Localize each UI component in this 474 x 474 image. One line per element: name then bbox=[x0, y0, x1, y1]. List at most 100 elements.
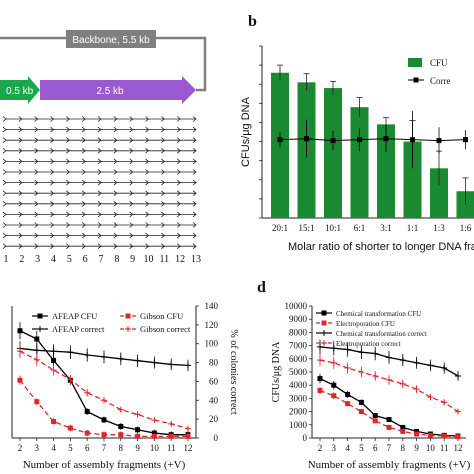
fragment-junction-arrow bbox=[176, 116, 181, 122]
fragment-junction-arrow bbox=[113, 211, 118, 218]
x-tick-label: 4 bbox=[345, 443, 350, 453]
series-point bbox=[101, 417, 107, 423]
fragment-junction-arrow bbox=[129, 147, 134, 154]
fragment-junction-arrow bbox=[161, 137, 165, 144]
b-line-point bbox=[463, 137, 468, 143]
fragment-junction-arrow bbox=[176, 222, 181, 228]
series-point bbox=[84, 430, 90, 436]
series-point bbox=[117, 406, 124, 413]
fragment-junction-arrow bbox=[176, 200, 181, 207]
fragment-rows bbox=[2, 116, 197, 250]
c-y2-tick-label: 40 bbox=[209, 395, 219, 405]
fragment-junction-arrow bbox=[66, 179, 70, 186]
series-point bbox=[168, 433, 174, 439]
series-point bbox=[427, 394, 434, 401]
fragment-junction-arrow bbox=[145, 126, 150, 133]
fragment-junction-arrow bbox=[129, 158, 134, 165]
b-bar bbox=[350, 107, 369, 218]
fragment-junction-arrow bbox=[81, 169, 86, 175]
fragment-junction-arrow bbox=[161, 190, 165, 197]
fragment-junction-arrow bbox=[66, 211, 70, 218]
fragment-junction-arrow bbox=[81, 243, 86, 250]
d-y-tick-label: 5000 bbox=[289, 367, 308, 377]
b-x-axis-label: Molar ratio of shorter to longer DNA fra… bbox=[288, 241, 474, 253]
b-line-point bbox=[304, 136, 309, 142]
series-point bbox=[117, 355, 124, 362]
fragment-junction-arrow bbox=[97, 137, 102, 144]
fragment-junction-arrow bbox=[113, 222, 118, 228]
legend-label: Chemical transformation CFU bbox=[336, 310, 421, 318]
fragment-junction-arrow bbox=[34, 169, 39, 175]
fragment-junction-arrow bbox=[66, 190, 70, 197]
fragment-junction-arrow bbox=[81, 179, 86, 186]
fragment-junction-arrow bbox=[97, 179, 102, 186]
fragment-junction-arrow bbox=[145, 116, 150, 122]
fragment-junction-arrow bbox=[192, 232, 197, 239]
legend-label: AFEAP CFU bbox=[52, 311, 97, 321]
fragment-junction-arrow bbox=[2, 126, 7, 133]
c-y2-tick-label: 60 bbox=[209, 376, 219, 386]
b-x-tick-label: 3:1 bbox=[380, 223, 392, 233]
series-point bbox=[168, 420, 175, 427]
fragment-junction-arrow bbox=[129, 190, 134, 197]
b-legend-marker-correct bbox=[413, 77, 419, 83]
fragment-junction-arrow bbox=[50, 137, 55, 144]
fragment-junction-arrow bbox=[129, 222, 134, 228]
x-tick-label: 10 bbox=[150, 443, 160, 453]
series-point bbox=[358, 399, 364, 405]
x-tick-label: 9 bbox=[135, 443, 140, 453]
series-point bbox=[101, 397, 107, 404]
fragment-junction-arrow bbox=[97, 147, 102, 154]
fragment-junction-arrow bbox=[50, 222, 55, 228]
fragment-junction-arrow bbox=[66, 232, 70, 239]
series-point bbox=[17, 348, 23, 355]
b-x-tick-label: 10:1 bbox=[325, 223, 341, 233]
fragment-junction-arrow bbox=[145, 243, 150, 250]
c-y2-tick-label: 0 bbox=[214, 433, 219, 443]
fragment-junction-arrow bbox=[97, 222, 102, 228]
series-point bbox=[372, 372, 379, 379]
series-point bbox=[317, 387, 323, 393]
x-tick-label: 4 bbox=[51, 443, 56, 453]
fragment-junction-arrow bbox=[50, 147, 55, 154]
b-x-tick-label: 15:1 bbox=[298, 223, 314, 233]
fragment-number: 7 bbox=[99, 254, 104, 265]
fragment-junction-arrow bbox=[129, 179, 134, 186]
fragment-junction-arrow bbox=[145, 169, 150, 175]
fragment-junction-arrow bbox=[2, 116, 7, 122]
fragment-junction-arrow bbox=[176, 147, 181, 154]
fragment-junction-arrow bbox=[97, 243, 102, 250]
x-tick-label: 3 bbox=[332, 443, 337, 453]
fragment-number: 13 bbox=[191, 254, 201, 265]
series-point bbox=[372, 350, 379, 357]
x-tick-label: 9 bbox=[414, 443, 419, 453]
b-y-axis-label: CFUs/μg DNA bbox=[240, 96, 252, 167]
fragment-junction-arrow bbox=[161, 158, 165, 165]
fragment-junction-arrow bbox=[97, 190, 102, 197]
x-tick-label: 8 bbox=[401, 443, 406, 453]
fragment-junction-arrow bbox=[145, 211, 150, 218]
fragment-junction-arrow bbox=[2, 169, 7, 175]
fragment-junction-arrow bbox=[161, 211, 165, 218]
fragment-junction-arrow bbox=[113, 137, 118, 144]
fragment-junction-arrow bbox=[161, 232, 165, 239]
fragment-junction-arrow bbox=[66, 126, 70, 133]
fragment-junction-arrow bbox=[113, 179, 118, 186]
b-line-point bbox=[330, 138, 336, 144]
fragment-junction-arrow bbox=[18, 169, 23, 175]
fragment-junction-arrow bbox=[161, 222, 165, 228]
fragment-junction-arrow bbox=[34, 200, 39, 207]
series-point bbox=[67, 376, 74, 383]
d-y-tick-label: 2000 bbox=[289, 407, 308, 417]
b-legend-label-cfu: CFU bbox=[430, 58, 448, 68]
c-y2-tick-label: 20 bbox=[209, 414, 219, 424]
legend-marker bbox=[321, 340, 327, 346]
series-point bbox=[399, 357, 406, 364]
d-y-tick-label: 7000 bbox=[289, 341, 308, 351]
fragment-junction-arrow bbox=[145, 158, 150, 165]
fragment-junction-arrow bbox=[145, 147, 150, 154]
fragment-junction-arrow bbox=[34, 137, 39, 144]
x-axis-label: Number of assembly fragments (+V) bbox=[308, 459, 471, 471]
fragment-junction-arrow bbox=[18, 147, 23, 154]
fragment-number: 10 bbox=[144, 254, 154, 265]
